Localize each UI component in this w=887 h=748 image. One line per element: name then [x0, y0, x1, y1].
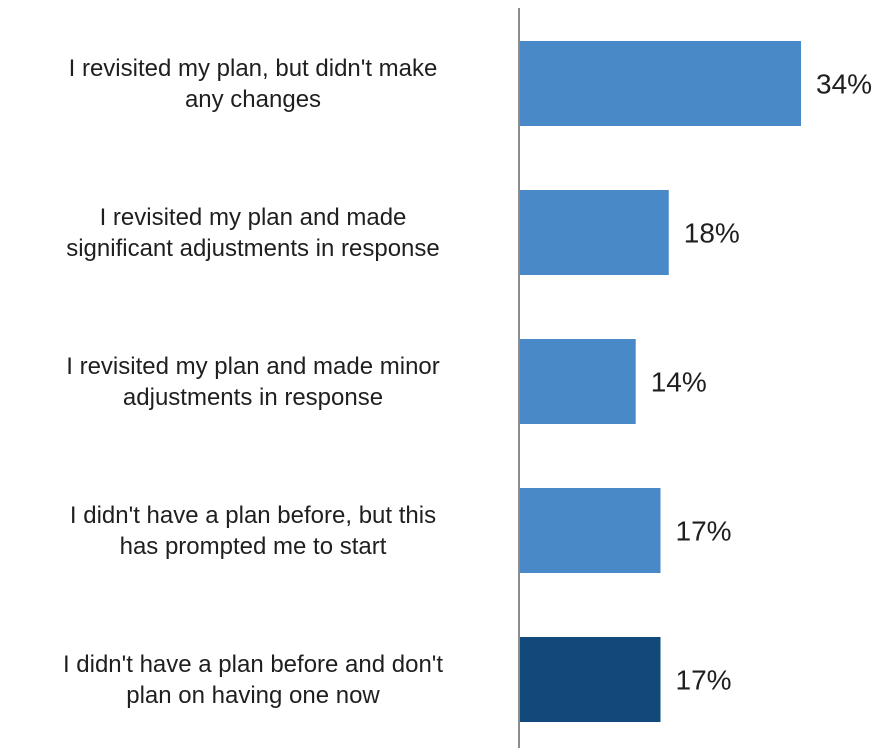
category-label-line: any changes — [185, 86, 321, 113]
category-label-3: I revisited my plan and made minor adjust… — [66, 353, 440, 411]
bar-3 — [520, 339, 636, 424]
bar-1 — [520, 41, 801, 126]
category-label-line: adjustments in response — [123, 384, 383, 411]
category-label-line: I didn't have a plan before, but this — [70, 502, 436, 529]
category-label-line: I revisited my plan, but didn't make — [69, 55, 438, 82]
value-label-3: 14% — [651, 367, 707, 398]
category-label-line: plan on having one now — [126, 682, 380, 709]
category-label-line: significant adjustments in response — [66, 235, 440, 262]
category-label-1: I revisited my plan, but didn't make any … — [69, 55, 438, 113]
bar-5 — [520, 637, 661, 722]
value-labels: 34% 18% 14% 17% 17% — [651, 69, 872, 696]
value-label-4: 17% — [676, 516, 732, 547]
value-label-5: 17% — [676, 665, 732, 696]
category-label-line: I revisited my plan and made — [100, 204, 407, 231]
category-label-line: has prompted me to start — [120, 533, 387, 560]
category-label-2: I revisited my plan and made significant … — [66, 204, 440, 262]
category-labels: I revisited my plan, but didn't make any … — [63, 55, 443, 709]
category-label-line: I didn't have a plan before and don't — [63, 651, 443, 678]
bars — [520, 41, 801, 722]
category-label-5: I didn't have a plan before and don't pla… — [63, 651, 443, 709]
bar-4 — [520, 488, 661, 573]
bar-2 — [520, 190, 669, 275]
category-label-line: I revisited my plan and made minor — [66, 353, 440, 380]
category-label-4: I didn't have a plan before, but this has… — [70, 502, 436, 560]
value-label-2: 18% — [684, 218, 740, 249]
value-label-1: 34% — [816, 69, 872, 100]
